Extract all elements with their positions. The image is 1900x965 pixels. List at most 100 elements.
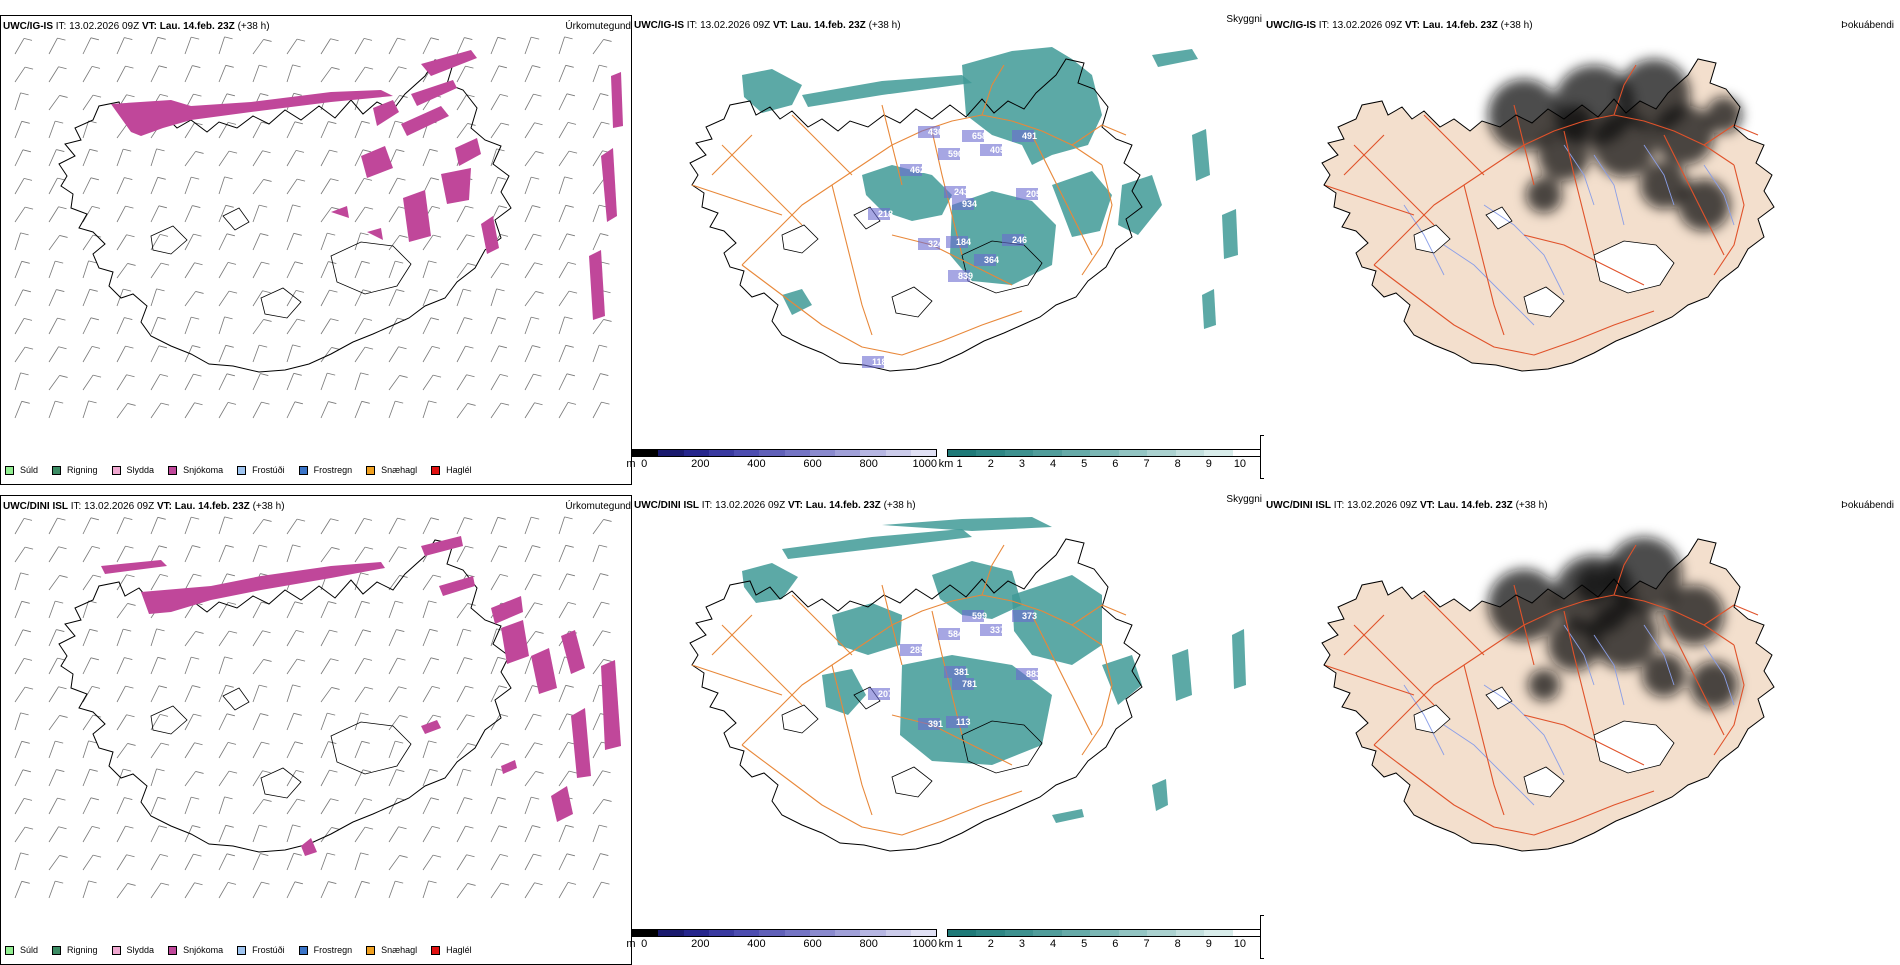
legend-swatch: [111, 945, 121, 955]
colorbar-tick-label: 0: [641, 938, 648, 950]
snow-area: [421, 536, 463, 556]
colorbar-swatch: [1004, 930, 1034, 936]
road: [881, 584, 903, 666]
road: [831, 664, 873, 816]
cloud-base-label-bg: [938, 148, 960, 160]
colorbar-tick-label: 3: [1018, 938, 1025, 950]
colorbar-swatch: [1090, 930, 1119, 936]
wind-barbs-layer: [14, 36, 612, 419]
legend-label: Frostúði: [252, 465, 285, 475]
valid-time: Lau. 14.feb. 23Z: [1437, 500, 1513, 511]
cloudbase-colorbar: m 0 200 400 600 800 1000: [626, 449, 937, 479]
low-visibility-area: [742, 563, 798, 603]
river: [1703, 164, 1735, 226]
low-visibility-area: [1222, 209, 1238, 259]
colorbar-swatch: [1175, 930, 1205, 936]
glacier-outline: [891, 286, 933, 318]
model-name: UWC/IG-IS: [634, 20, 684, 31]
colorbar-swatch: [948, 930, 977, 936]
glacier-outline: [781, 224, 819, 254]
colorbar-tick-label: 10: [1233, 938, 1247, 950]
colorbar-tick-label: 9: [1205, 458, 1212, 470]
road: [1423, 594, 1485, 656]
cloud-base-label-bg: [900, 644, 922, 656]
panel-type-title: Úrkomutegund: [565, 501, 631, 512]
snow-area: [589, 250, 605, 320]
snow-area: [403, 190, 431, 242]
legend-label: Slydda: [126, 945, 155, 955]
legend-label: Snæhagl: [381, 465, 418, 475]
cloud-base-label: 599: [972, 611, 987, 621]
glacier-outline: [853, 206, 881, 230]
snow-area: [411, 80, 457, 106]
river: [1443, 244, 1535, 326]
fog-spot: [1642, 653, 1686, 697]
snow-area: [367, 228, 383, 240]
colorbar-tick-label: 5: [1081, 458, 1088, 470]
model-name: UWC/IG-IS: [3, 21, 53, 32]
glacier-outline: [1413, 224, 1451, 254]
river: [1443, 724, 1535, 806]
colorbar-swatch: [809, 450, 835, 456]
road: [891, 234, 1013, 286]
road: [1463, 184, 1505, 336]
cloud-base-label-bg: [952, 678, 974, 690]
iceland-outline: [689, 538, 1143, 852]
legend-item: Snjókoma: [168, 945, 223, 955]
low-visibility-area: [1152, 49, 1198, 67]
colorbar-tick-label: 200: [691, 458, 710, 470]
river: [1593, 154, 1625, 226]
colorbar-tick-label: 5: [1081, 938, 1088, 950]
road: [1703, 604, 1759, 626]
fog-spot: [1678, 179, 1730, 231]
colorbar-swatch: [976, 450, 1005, 456]
colorbar-tick-label: 400: [747, 458, 766, 470]
cloudbase-unit: m: [626, 458, 636, 470]
legend-item: Frostúði: [237, 465, 285, 475]
legend-swatch: [366, 465, 376, 475]
cloud-base-label: 584: [948, 629, 963, 639]
road: [1613, 64, 1637, 116]
legend-item: Haglél: [431, 465, 472, 475]
road: [1373, 114, 1735, 266]
legend-label: Rigning: [67, 945, 98, 955]
legend-label: Rigning: [67, 465, 98, 475]
cloud-base-label: 337: [990, 625, 1005, 635]
fog-index-shading: [1488, 537, 1738, 709]
glacier-outline: [1523, 286, 1565, 318]
glacier-outline: [781, 704, 819, 734]
glacier-areas: [1414, 687, 1674, 797]
road: [711, 134, 753, 176]
road: [1031, 614, 1093, 736]
precip-map: [14, 36, 623, 419]
colorbar-swatch: [1147, 930, 1176, 936]
cloud-base-label-bg: [868, 208, 890, 220]
legend-label: Snæhagl: [381, 945, 418, 955]
low-visibility-area: [782, 289, 812, 315]
legend-item: Frostregn: [298, 945, 352, 955]
low-visibility-area: [1192, 129, 1210, 181]
cloud-base-label-bg: [1016, 188, 1038, 200]
snow-area: [501, 760, 517, 774]
glacier: [1594, 721, 1674, 773]
legend-item: Rigning: [52, 945, 98, 955]
road: [1081, 644, 1113, 756]
cloud-base-label: 462: [910, 165, 925, 175]
fog-spot: [1488, 569, 1560, 641]
road: [1523, 714, 1645, 766]
low-visibility-areas: [742, 517, 1246, 823]
visibility-colorbar-swatches: [947, 929, 1262, 937]
colorbar-tick-label: 800: [859, 938, 878, 950]
colorbar-swatch: [734, 450, 760, 456]
low-visibility-area: [832, 603, 902, 655]
valid-time: Lau. 14.feb. 23Z: [1422, 20, 1498, 31]
low-visibility-area: [822, 669, 866, 715]
cloud-base-label: 491: [1022, 131, 1037, 141]
fog-spot: [1538, 129, 1590, 181]
glacier-outline: [961, 240, 1043, 294]
road: [1713, 644, 1745, 756]
legend-swatch: [298, 465, 308, 475]
glacier-outline: [1593, 240, 1675, 294]
colorbar-swatch: [1204, 450, 1233, 456]
snow-area: [141, 562, 385, 614]
